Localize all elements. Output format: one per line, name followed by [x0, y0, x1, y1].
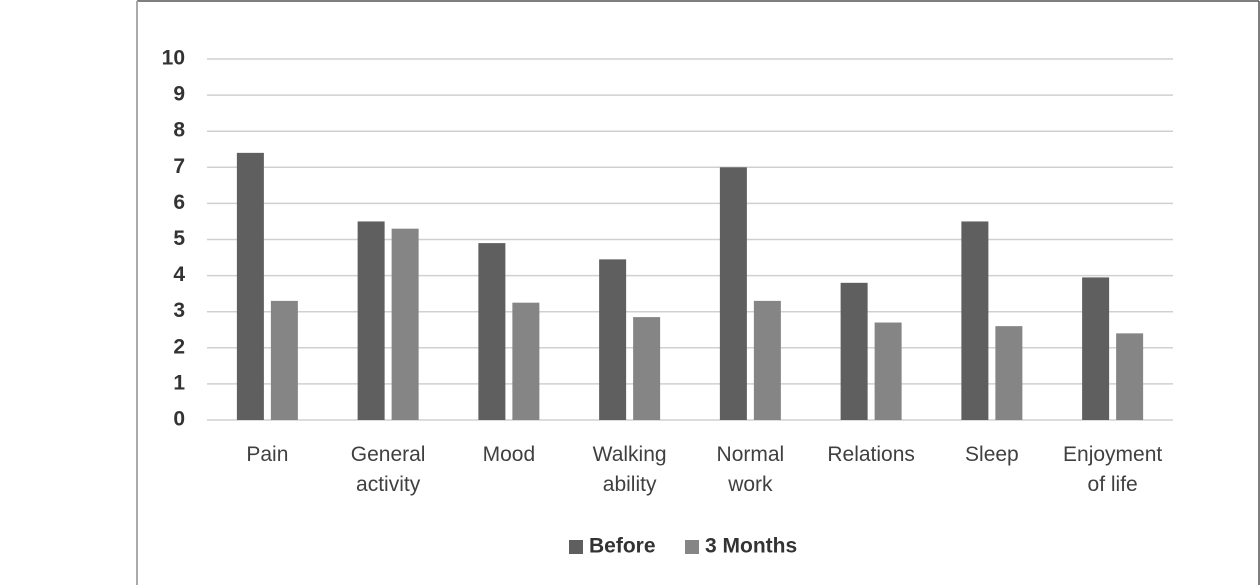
x-tick-label: Mood — [482, 443, 536, 466]
bar — [753, 300, 781, 420]
bar — [840, 282, 868, 420]
bar — [995, 326, 1023, 420]
bar — [719, 167, 747, 420]
legend-label: Before — [589, 535, 656, 558]
bar — [357, 221, 385, 420]
y-tick-label: 8 — [173, 119, 185, 142]
bar — [1082, 277, 1110, 420]
y-tick-label: 2 — [173, 335, 185, 358]
bar — [633, 317, 661, 420]
y-tick-label: 0 — [173, 408, 185, 431]
bar — [512, 302, 540, 420]
legend-swatch — [685, 540, 699, 554]
x-tick-label: Walking ability — [592, 443, 667, 496]
y-tick-label: 1 — [173, 371, 185, 394]
y-tick-label: 6 — [173, 191, 185, 214]
x-tick-label: Relations — [827, 443, 915, 466]
y-tick-label: 7 — [173, 155, 185, 178]
bar — [1116, 333, 1144, 420]
x-tick-label: Sleep — [965, 443, 1019, 466]
bar — [874, 322, 902, 420]
x-tick-label: Enjoyment of life — [1063, 443, 1163, 496]
x-tick-label: Normal work — [716, 443, 785, 496]
bar — [391, 228, 419, 420]
bar — [599, 259, 627, 420]
y-tick-label: 4 — [173, 263, 185, 286]
legend-swatch — [569, 540, 583, 554]
bar — [961, 221, 989, 420]
y-tick-label: 3 — [173, 299, 185, 322]
y-tick-label: 9 — [173, 83, 185, 106]
bar — [236, 152, 264, 421]
bar — [270, 300, 298, 420]
y-tick-label: 5 — [173, 227, 185, 250]
y-tick-label: 10 — [162, 47, 185, 70]
x-tick-label: Pain — [246, 443, 289, 466]
legend-label: 3 Months — [705, 535, 797, 558]
x-tick-label: General activity — [350, 443, 426, 496]
bar — [478, 243, 506, 420]
